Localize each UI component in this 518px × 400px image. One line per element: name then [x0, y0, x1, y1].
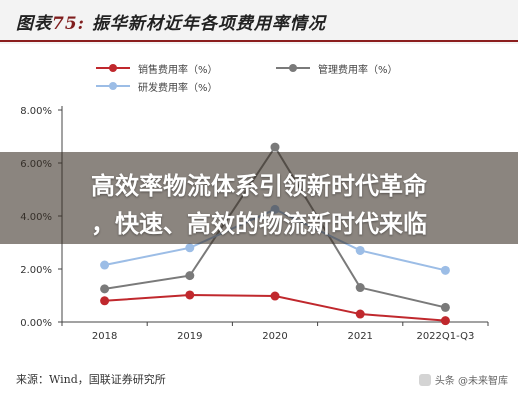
headline-overlay: [0, 152, 518, 244]
title-rule: [0, 40, 518, 42]
data-point-rnd: [100, 260, 110, 270]
data-point-management: [185, 271, 195, 281]
watermark-text: 头条 @未来智库: [434, 376, 508, 387]
headline-line-1: 高效率物流体系引领新时代革命: [91, 172, 427, 200]
x-tick-label: 2019: [177, 331, 202, 342]
data-point-sales: [100, 296, 110, 306]
watermark: 头条 @未来智库: [418, 372, 508, 387]
figure-title: 图表75: 振华新材近年各项费用率情况: [16, 9, 326, 34]
x-tick-label: 2020: [262, 331, 287, 342]
y-tick-label: 0.00%: [20, 318, 52, 329]
legend-item-rnd: 研发费用率（%）: [96, 78, 218, 94]
figure-title-prefix: 图表: [16, 14, 52, 34]
legend-swatch-rnd: [96, 82, 130, 90]
figure-title-text: 振华新材近年各项费用率情况: [91, 14, 326, 34]
legend-label-sales: 销售费用率（%）: [138, 64, 218, 76]
headline-line-2: ，快速、高效的物流新时代来临: [91, 210, 427, 238]
figure-header: [0, 0, 518, 44]
data-point-sales: [185, 290, 195, 300]
y-tick-label: 2.00%: [20, 265, 52, 276]
x-tick-label: 2022Q1-Q3: [416, 331, 474, 342]
data-point-sales: [270, 291, 280, 301]
legend-swatch-sales: [96, 64, 130, 72]
data-point-rnd: [185, 243, 195, 253]
data-point-management: [440, 302, 450, 312]
legend-label-management: 管理费用率（%）: [318, 64, 398, 76]
figure-title-number: 75:: [52, 14, 85, 34]
source-note: 来源：Wind，国联证券研究所: [16, 373, 166, 386]
legend-item-sales: 销售费用率（%）: [96, 60, 218, 76]
data-point-management: [355, 283, 365, 293]
legend-item-management: 管理费用率（%）: [276, 60, 398, 76]
x-tick-label: 2021: [347, 331, 372, 342]
x-tick-label: 2018: [92, 331, 117, 342]
data-point-sales: [355, 309, 365, 319]
data-point-management: [100, 284, 110, 294]
data-point-rnd: [440, 265, 450, 275]
data-point-management: [270, 142, 280, 152]
legend-swatch-management: [276, 64, 310, 72]
data-point-sales: [440, 316, 450, 326]
legend-label-rnd: 研发费用率（%）: [138, 82, 218, 94]
watermark-logo-icon: [418, 373, 431, 386]
y-tick-label: 8.00%: [20, 106, 52, 117]
data-point-rnd: [355, 245, 365, 255]
